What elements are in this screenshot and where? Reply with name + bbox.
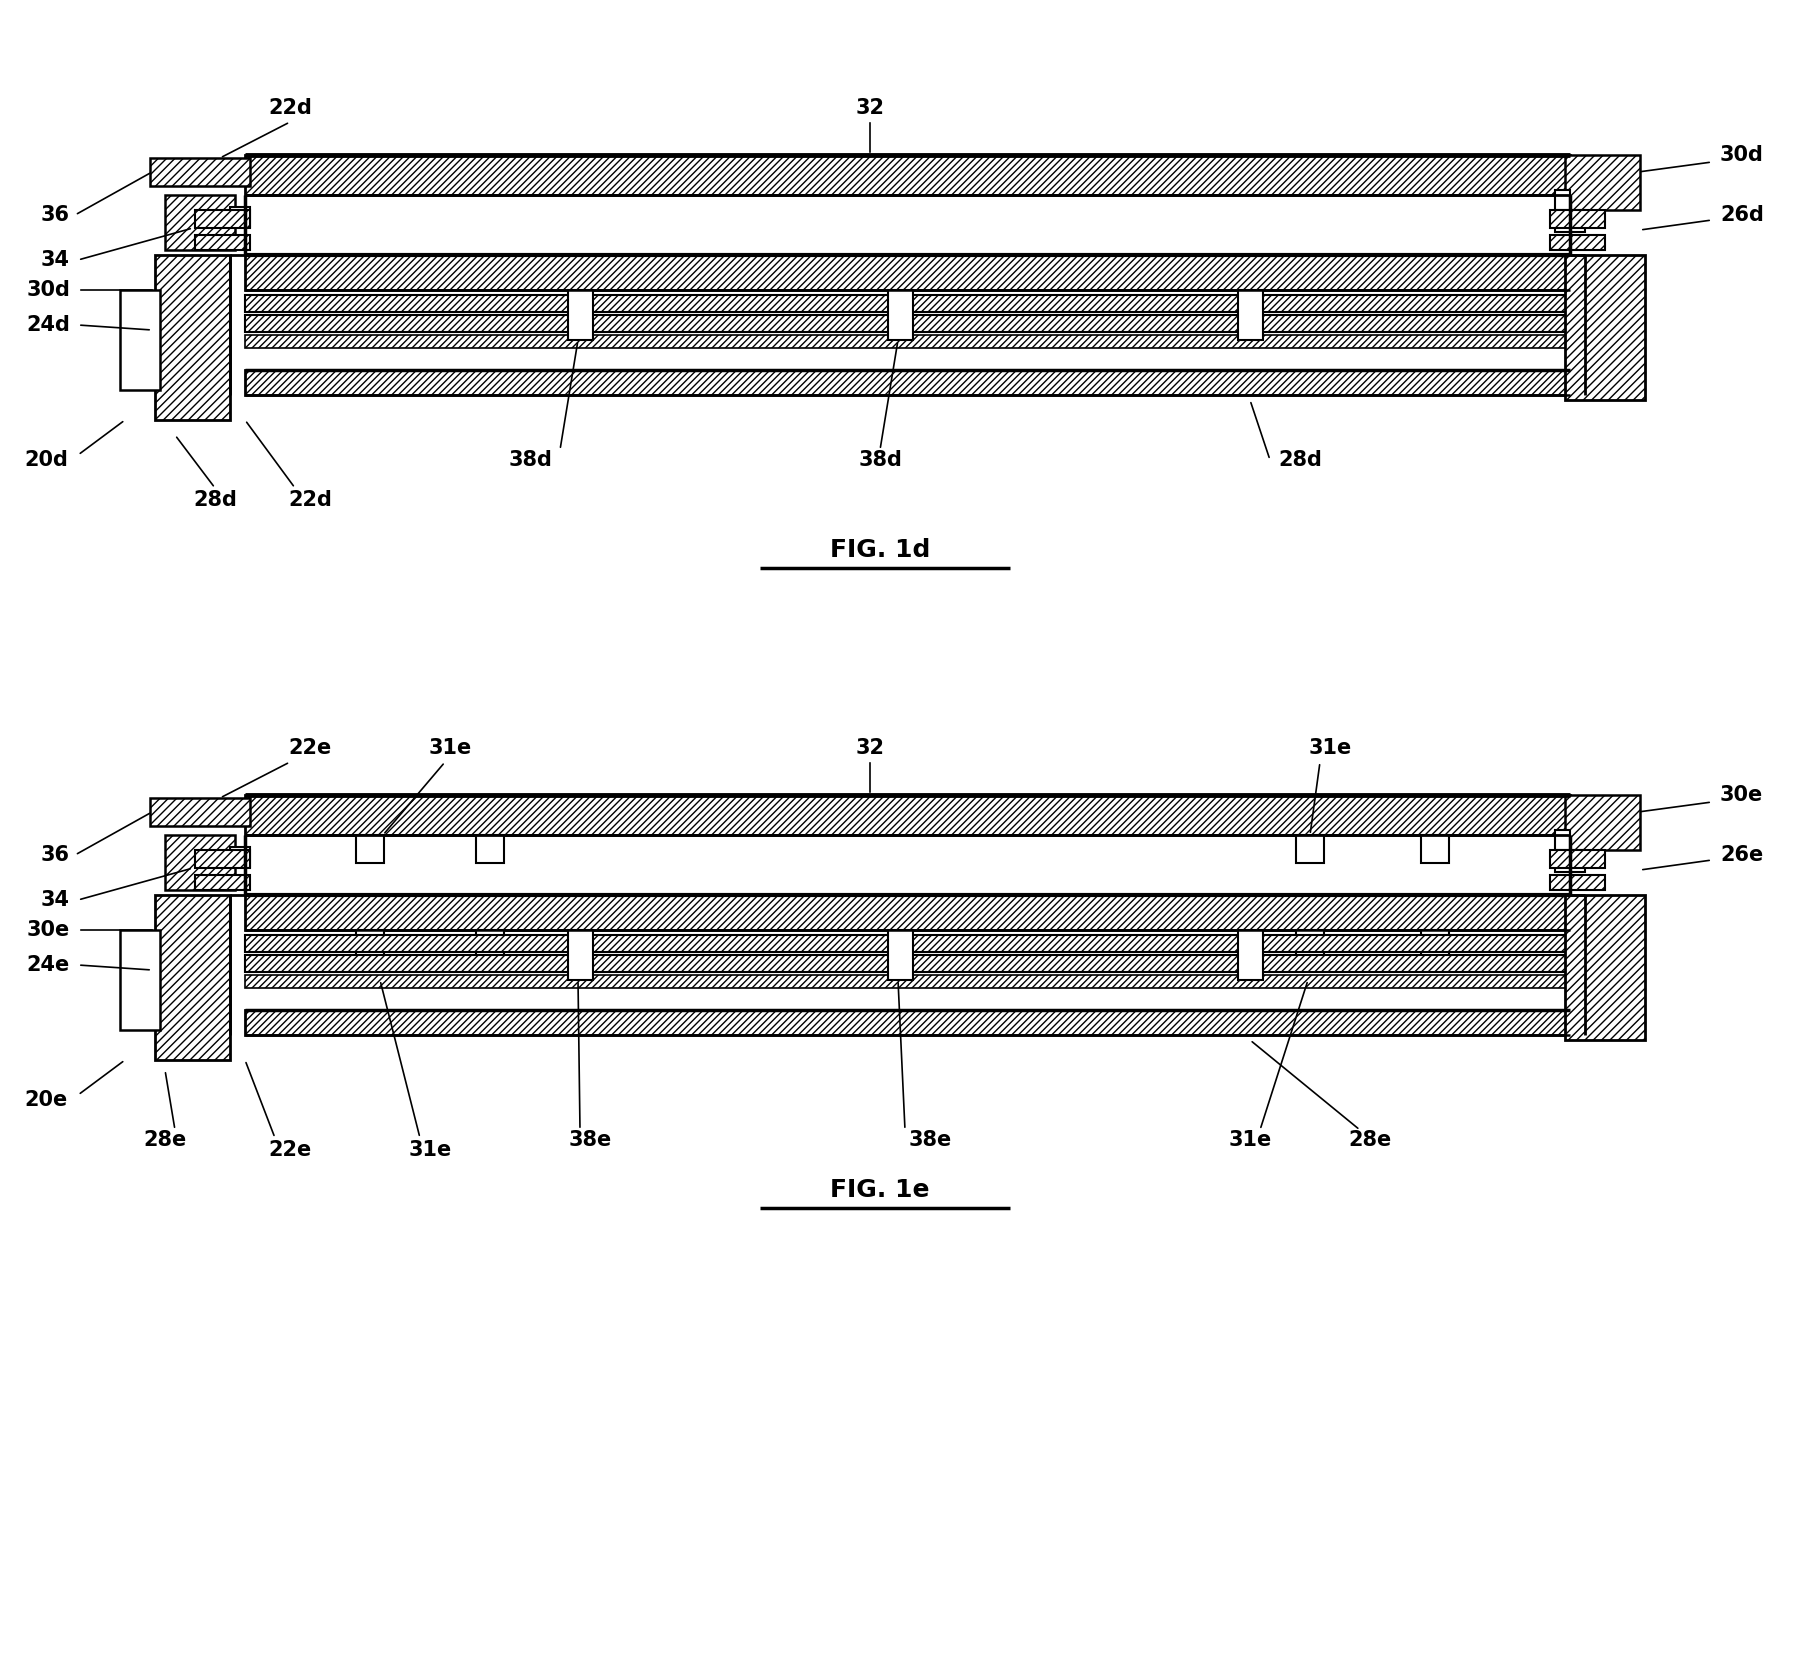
Bar (245, 255, 1570, 290)
Text: 24d: 24d (25, 315, 71, 335)
Bar (1555, 830, 1570, 852)
Bar (1296, 835, 1325, 864)
Bar (476, 835, 503, 864)
Bar (245, 975, 1570, 989)
Bar (1296, 930, 1325, 959)
Bar (1564, 255, 1644, 400)
Bar (1421, 930, 1448, 959)
Bar (245, 955, 1570, 972)
Text: FIG. 1d: FIG. 1d (830, 538, 930, 562)
Bar (1550, 850, 1604, 869)
Bar (154, 255, 231, 420)
Text: 26e: 26e (1721, 845, 1762, 865)
Bar (245, 155, 1570, 195)
Bar (889, 930, 912, 980)
Bar (165, 195, 234, 250)
Text: 28e: 28e (144, 1130, 187, 1150)
Bar (231, 207, 251, 227)
Text: 34: 34 (42, 250, 71, 270)
Bar (151, 158, 251, 187)
Bar (1550, 235, 1604, 250)
Text: FIG. 1e: FIG. 1e (830, 1179, 930, 1202)
Bar (194, 235, 251, 250)
Bar (1555, 210, 1584, 232)
Text: 36: 36 (42, 205, 71, 225)
Bar (194, 875, 251, 890)
Bar (194, 850, 251, 869)
Bar (1564, 795, 1641, 850)
Bar (356, 835, 383, 864)
Bar (245, 295, 1570, 312)
Bar (1555, 850, 1584, 872)
Text: 24e: 24e (27, 955, 71, 975)
Text: 36: 36 (42, 845, 71, 865)
Bar (1237, 290, 1263, 340)
Text: 30e: 30e (27, 920, 71, 940)
Bar (1550, 875, 1604, 890)
Bar (151, 798, 251, 827)
Text: 28e: 28e (1348, 1130, 1392, 1150)
Bar (1550, 210, 1604, 228)
Text: 32: 32 (856, 98, 885, 118)
Bar (245, 370, 1570, 395)
Bar (154, 895, 231, 1060)
Text: 38d: 38d (858, 450, 901, 470)
Bar (245, 895, 1570, 930)
Text: 22e: 22e (289, 738, 333, 758)
Text: 31e: 31e (1228, 1130, 1272, 1150)
Text: 38e: 38e (908, 1130, 952, 1150)
Text: 20d: 20d (24, 450, 67, 470)
Bar (1564, 895, 1644, 1040)
Bar (231, 847, 251, 867)
Bar (245, 315, 1570, 332)
Text: 30d: 30d (25, 280, 71, 300)
Bar (165, 835, 234, 890)
Text: 30e: 30e (1721, 785, 1762, 805)
Bar (1555, 190, 1570, 212)
Bar (1237, 930, 1263, 980)
Bar (1564, 155, 1641, 210)
Text: 38d: 38d (509, 450, 552, 470)
Text: 31e: 31e (429, 738, 472, 758)
Bar (120, 930, 160, 1030)
Bar (245, 335, 1570, 348)
Text: 26d: 26d (1721, 205, 1764, 225)
Bar (356, 930, 383, 959)
Text: 38e: 38e (569, 1130, 612, 1150)
Text: 20e: 20e (25, 1090, 67, 1110)
Bar (1421, 835, 1448, 864)
Bar (245, 795, 1570, 835)
Bar (889, 290, 912, 340)
Text: 22d: 22d (269, 98, 313, 118)
Text: 28d: 28d (193, 490, 236, 510)
Text: 31e: 31e (409, 1140, 452, 1160)
Bar (245, 1010, 1570, 1035)
Text: 28d: 28d (1277, 450, 1323, 470)
Bar (245, 935, 1570, 952)
Text: 31e: 31e (1308, 738, 1352, 758)
Bar (476, 930, 503, 959)
Bar (120, 290, 160, 390)
Text: 34: 34 (42, 890, 71, 910)
Bar (569, 290, 592, 340)
Text: 22d: 22d (289, 490, 333, 510)
Bar (569, 930, 592, 980)
Bar (194, 210, 251, 228)
Text: 30d: 30d (1721, 145, 1764, 165)
Text: 22e: 22e (269, 1140, 313, 1160)
Text: 32: 32 (856, 738, 885, 758)
